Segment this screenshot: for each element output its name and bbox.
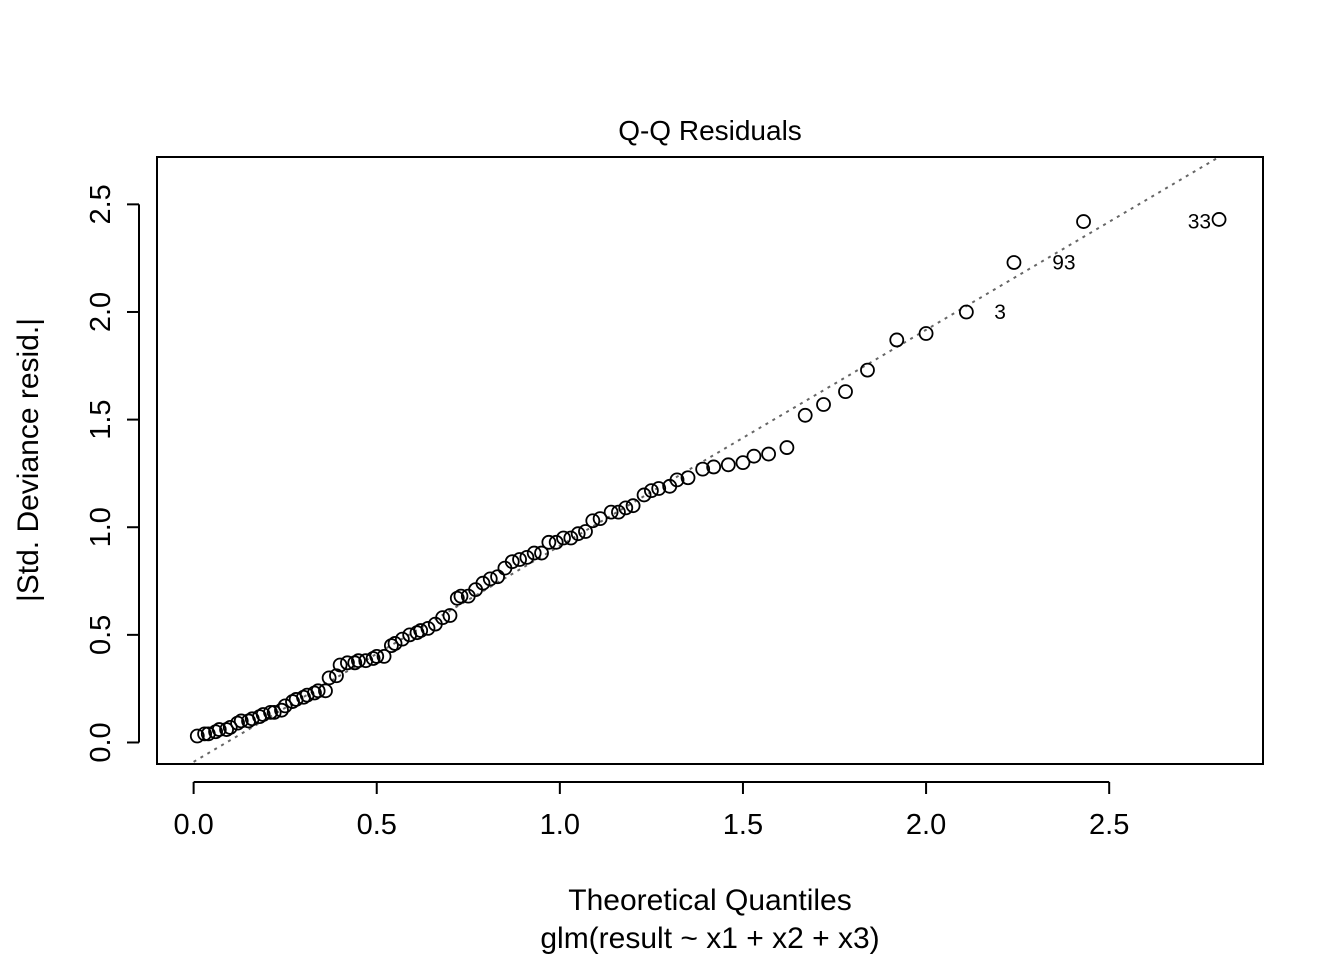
y-tick-label: 2.5 [85, 184, 117, 224]
data-point [189, 728, 205, 744]
data-points [189, 212, 1227, 744]
data-point [644, 483, 659, 499]
x-axis-label: Theoretical Quantiles [568, 884, 851, 917]
data-point [321, 670, 337, 686]
x-tick-label: 2.0 [906, 809, 946, 841]
data-point [340, 655, 355, 671]
data-point [233, 713, 249, 729]
x-tick-label: 2.5 [1089, 809, 1129, 841]
data-point [435, 610, 451, 626]
x-tick-label: 1.0 [540, 809, 580, 841]
data-point [512, 552, 527, 567]
data-point [413, 623, 429, 638]
y-axis: 0.0 0.5 1.0 1.5 2.0 2.5 [85, 184, 140, 763]
data-point [197, 726, 213, 742]
point-label: 93 [1052, 251, 1075, 274]
data-point [889, 332, 905, 348]
data-point [636, 487, 652, 503]
data-point [277, 698, 293, 714]
data-point [611, 504, 626, 520]
x-tick-label: 0.5 [357, 809, 397, 841]
data-point [603, 504, 619, 520]
model-formula-label: glm(result ~ x1 + x2 + x3) [540, 922, 879, 955]
data-point [556, 530, 571, 546]
data-point [453, 588, 469, 604]
point-labels: 3 93 33 [994, 211, 1211, 324]
data-point [519, 549, 535, 565]
data-point [369, 648, 385, 664]
data-point [211, 722, 227, 737]
data-point [838, 384, 853, 400]
data-point [746, 448, 762, 464]
data-point [651, 481, 667, 496]
y-axis-label: |Std. Deviance resid.| [12, 318, 45, 602]
data-point [482, 571, 498, 587]
data-point [563, 530, 579, 546]
chart-title: Q-Q Residuals [618, 115, 802, 146]
y-tick-label: 2.0 [85, 292, 117, 332]
data-point [1211, 212, 1227, 227]
data-point [720, 457, 736, 473]
data-point [669, 472, 685, 488]
data-point [442, 608, 458, 623]
data-point [332, 657, 348, 673]
data-point [394, 631, 410, 647]
data-point [548, 534, 564, 550]
x-tick-label: 1.5 [723, 809, 763, 841]
x-tick-label: 0.0 [173, 809, 213, 841]
data-point [570, 526, 586, 542]
data-point [1006, 255, 1022, 270]
x-axis: 0.0 0.5 1.0 1.5 2.0 2.5 [173, 781, 1129, 841]
y-tick-label: 0.0 [85, 722, 117, 762]
data-point [761, 446, 776, 462]
data-point [592, 511, 608, 527]
reference-line [193, 156, 1220, 763]
data-point [918, 326, 934, 341]
data-point [797, 407, 813, 423]
y-tick-label: 1.0 [85, 507, 117, 547]
data-point [266, 704, 282, 720]
point-label: 3 [994, 301, 1006, 324]
data-point [578, 524, 593, 539]
data-point [490, 569, 505, 585]
data-point [255, 707, 271, 722]
data-point [263, 704, 278, 720]
data-point [735, 455, 751, 471]
data-point [860, 362, 875, 378]
data-point [695, 461, 711, 477]
data-point [475, 575, 491, 591]
data-point [541, 534, 557, 550]
data-point [680, 470, 696, 486]
data-point [310, 683, 326, 699]
data-point [420, 620, 436, 636]
plot-frame [156, 156, 1264, 765]
y-tick-label: 1.5 [85, 399, 117, 439]
data-point [274, 702, 289, 718]
data-point [534, 545, 549, 561]
data-point [816, 397, 831, 412]
point-label: 33 [1188, 211, 1211, 234]
y-tick-label: 0.5 [85, 615, 117, 655]
data-point [958, 304, 974, 320]
data-point [618, 500, 634, 516]
data-point [351, 653, 366, 669]
data-point [706, 459, 722, 475]
data-point [1076, 214, 1091, 229]
data-point [376, 648, 392, 664]
data-point [387, 636, 403, 651]
data-point [504, 554, 520, 570]
data-point [625, 498, 641, 514]
data-point [779, 440, 795, 455]
data-point [222, 720, 238, 735]
data-point [585, 513, 601, 529]
data-point [526, 545, 542, 561]
